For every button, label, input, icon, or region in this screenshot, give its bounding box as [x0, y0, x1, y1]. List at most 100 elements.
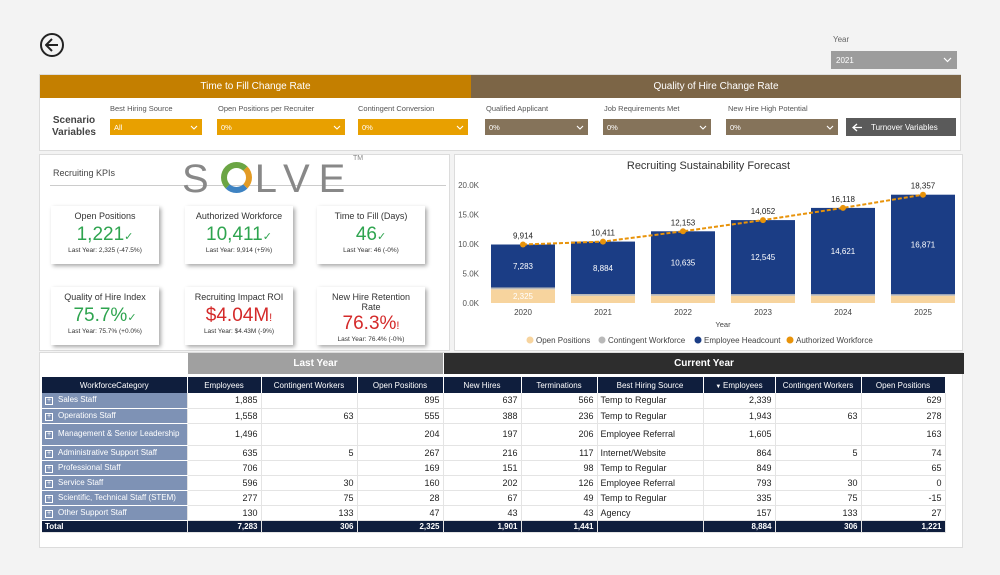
- table-cell: 157: [703, 505, 776, 521]
- column-header[interactable]: Employees: [187, 377, 262, 393]
- forecast-chart: 0.0K 5.0K 10.0K 15.0K 20.0K 2,325 7,283 2020 8,8…: [458, 181, 955, 345]
- check-icon: ✓: [127, 312, 137, 324]
- expand-icon[interactable]: +: [45, 412, 53, 421]
- column-header[interactable]: Open Positions: [861, 377, 946, 393]
- table-cell: Temp to Regular: [597, 393, 704, 409]
- chart-title: Recruiting Sustainability Forecast: [626, 160, 791, 172]
- legend-marker: [786, 336, 794, 344]
- column-header[interactable]: Terminations: [521, 377, 598, 393]
- table-row: + Professional Staff 706 169 151 98 Temp to Re…: [42, 460, 946, 476]
- check-icon: ✓: [376, 231, 387, 243]
- kpi-card-value: $4.04M!: [205, 305, 273, 326]
- bar-employee-headcount: [651, 231, 715, 295]
- y-tick-label: 10.0K: [458, 240, 480, 249]
- total-cell: 306: [775, 520, 862, 533]
- job-requirements-met-dropdown[interactable]: 0%: [603, 119, 711, 135]
- expand-icon[interactable]: +: [45, 509, 53, 518]
- bar-open-positions: [891, 295, 955, 303]
- table-cell: 30: [261, 475, 358, 491]
- table-cell: 63: [261, 408, 358, 424]
- qualified-applicant-value: 0%: [489, 122, 500, 132]
- table-cell: 5: [261, 445, 358, 461]
- table-cell: 49: [521, 490, 598, 506]
- x-tick-label: 2024: [834, 308, 852, 317]
- chevron-down-icon: [826, 125, 834, 130]
- table-row: + Sales Staff 1,885 895 637 566 Temp to Regula…: [42, 393, 946, 409]
- category-cell[interactable]: + Other Support Staff: [42, 505, 188, 521]
- column-header[interactable]: WorkforceCategory: [42, 377, 188, 393]
- kpi-card-title: Quality of Hire Index: [64, 292, 146, 302]
- bar-contingent-workforce: [491, 287, 555, 290]
- column-header[interactable]: Open Positions: [357, 377, 444, 393]
- y-tick-label: 20.0K: [458, 181, 480, 190]
- column-header[interactable]: Contingent Workers: [775, 377, 862, 393]
- column-header[interactable]: Best Hiring Source: [597, 377, 704, 393]
- kpi-card-subtext: Last Year: 9,914 (+5%): [205, 247, 273, 254]
- expand-icon[interactable]: +: [45, 464, 53, 473]
- kpi-card-open-positions: Open Positions 1,221✓ Last Year: 2,325 (…: [51, 206, 159, 264]
- legend-label: Open Positions: [536, 336, 590, 345]
- table-cell: 28: [357, 490, 444, 506]
- kpi-card-value: 76.3%!: [342, 313, 400, 334]
- table-cell: 1,943: [703, 408, 776, 424]
- job-requirements-met-label: Job Requirements Met: [604, 104, 680, 113]
- kpi-card-subtext: Last Year: 46 (-0%): [343, 247, 399, 254]
- year-dropdown[interactable]: 2021: [831, 51, 957, 69]
- expand-icon[interactable]: +: [45, 397, 53, 406]
- turnover-variables-label: Turnover Variables: [871, 122, 938, 132]
- category-cell[interactable]: + Operations Staff: [42, 408, 188, 424]
- table-cell: Employee Referral: [597, 475, 704, 491]
- back-button[interactable]: [40, 33, 64, 57]
- category-cell[interactable]: + Administrative Support Staff: [42, 445, 188, 461]
- table-cell: [775, 423, 862, 446]
- new-hire-high-potential-value: 0%: [730, 122, 741, 132]
- column-header[interactable]: New Hires: [443, 377, 522, 393]
- table-cell: Temp to Regular: [597, 408, 704, 424]
- contingent-conversion-value: 0%: [362, 122, 373, 132]
- chevron-down-icon: [576, 125, 584, 130]
- category-cell[interactable]: + Service Staff: [42, 475, 188, 491]
- expand-icon[interactable]: +: [45, 494, 53, 503]
- contingent-conversion-dropdown[interactable]: 0%: [358, 119, 468, 135]
- chevron-down-icon: [456, 125, 464, 130]
- kpi-card-quality-of-hire: Quality of Hire Index 75.7%✓ Last Year: …: [51, 287, 159, 345]
- turnover-variables-button[interactable]: Turnover Variables: [846, 118, 956, 136]
- sort-desc-icon[interactable]: ▼: [715, 383, 724, 390]
- table-row: + Administrative Support Staff 635 5 267 216 1…: [42, 445, 946, 461]
- workforce-table-panel: Last Year Current Year WorkforceCategory…: [39, 352, 964, 548]
- bar-employee-headcount: [731, 220, 795, 295]
- open-positions-per-recruiter-dropdown[interactable]: 0%: [217, 119, 345, 135]
- table-row: + Scientific, Technical Staff (STEM) 277 75…: [42, 490, 946, 506]
- kpi-card-title: Time to Fill (Days): [334, 211, 408, 221]
- kpi-panel: Recruiting KPIs S LVE TM Open Positions 1…: [39, 154, 450, 351]
- table-cell: 388: [443, 408, 522, 424]
- table-cell: 555: [357, 408, 444, 424]
- category-cell[interactable]: + Professional Staff: [42, 460, 188, 476]
- new-hire-high-potential-dropdown[interactable]: 0%: [726, 119, 838, 135]
- best-hiring-source-dropdown[interactable]: All: [110, 119, 202, 135]
- table-cell: 43: [443, 505, 522, 521]
- bar-open-positions: [811, 295, 875, 303]
- kpi-card-title: Recruiting Impact ROI: [194, 292, 284, 302]
- kpi-card-recruiting-roi: Recruiting Impact ROI $4.04M! Last Year:…: [185, 287, 293, 345]
- kpi-card-value: 1,221✓: [76, 224, 134, 245]
- expand-icon[interactable]: +: [45, 479, 53, 488]
- expand-icon[interactable]: +: [45, 431, 53, 439]
- column-header[interactable]: Contingent Workers: [261, 377, 358, 393]
- line-point: [680, 228, 686, 235]
- table-cell: 63: [775, 408, 862, 424]
- table-cell: 169: [357, 460, 444, 476]
- expand-icon[interactable]: +: [45, 449, 53, 458]
- bar-data-label: 14,621: [831, 247, 856, 256]
- category-cell[interactable]: + Management & Senior Leadership: [42, 423, 188, 446]
- table-cell: 206: [521, 423, 598, 446]
- table-row: + Service Staff 596 30 160 202 126 Employee Ref…: [42, 475, 946, 491]
- table-cell: 67: [443, 490, 522, 506]
- table-cell: 236: [521, 408, 598, 424]
- category-cell[interactable]: + Scientific, Technical Staff (STEM): [42, 490, 188, 506]
- table-cell: 596: [187, 475, 262, 491]
- column-header[interactable]: ▼ Employees: [703, 377, 776, 393]
- line-point: [840, 204, 846, 211]
- category-cell[interactable]: + Sales Staff: [42, 393, 188, 409]
- qualified-applicant-dropdown[interactable]: 0%: [485, 119, 588, 135]
